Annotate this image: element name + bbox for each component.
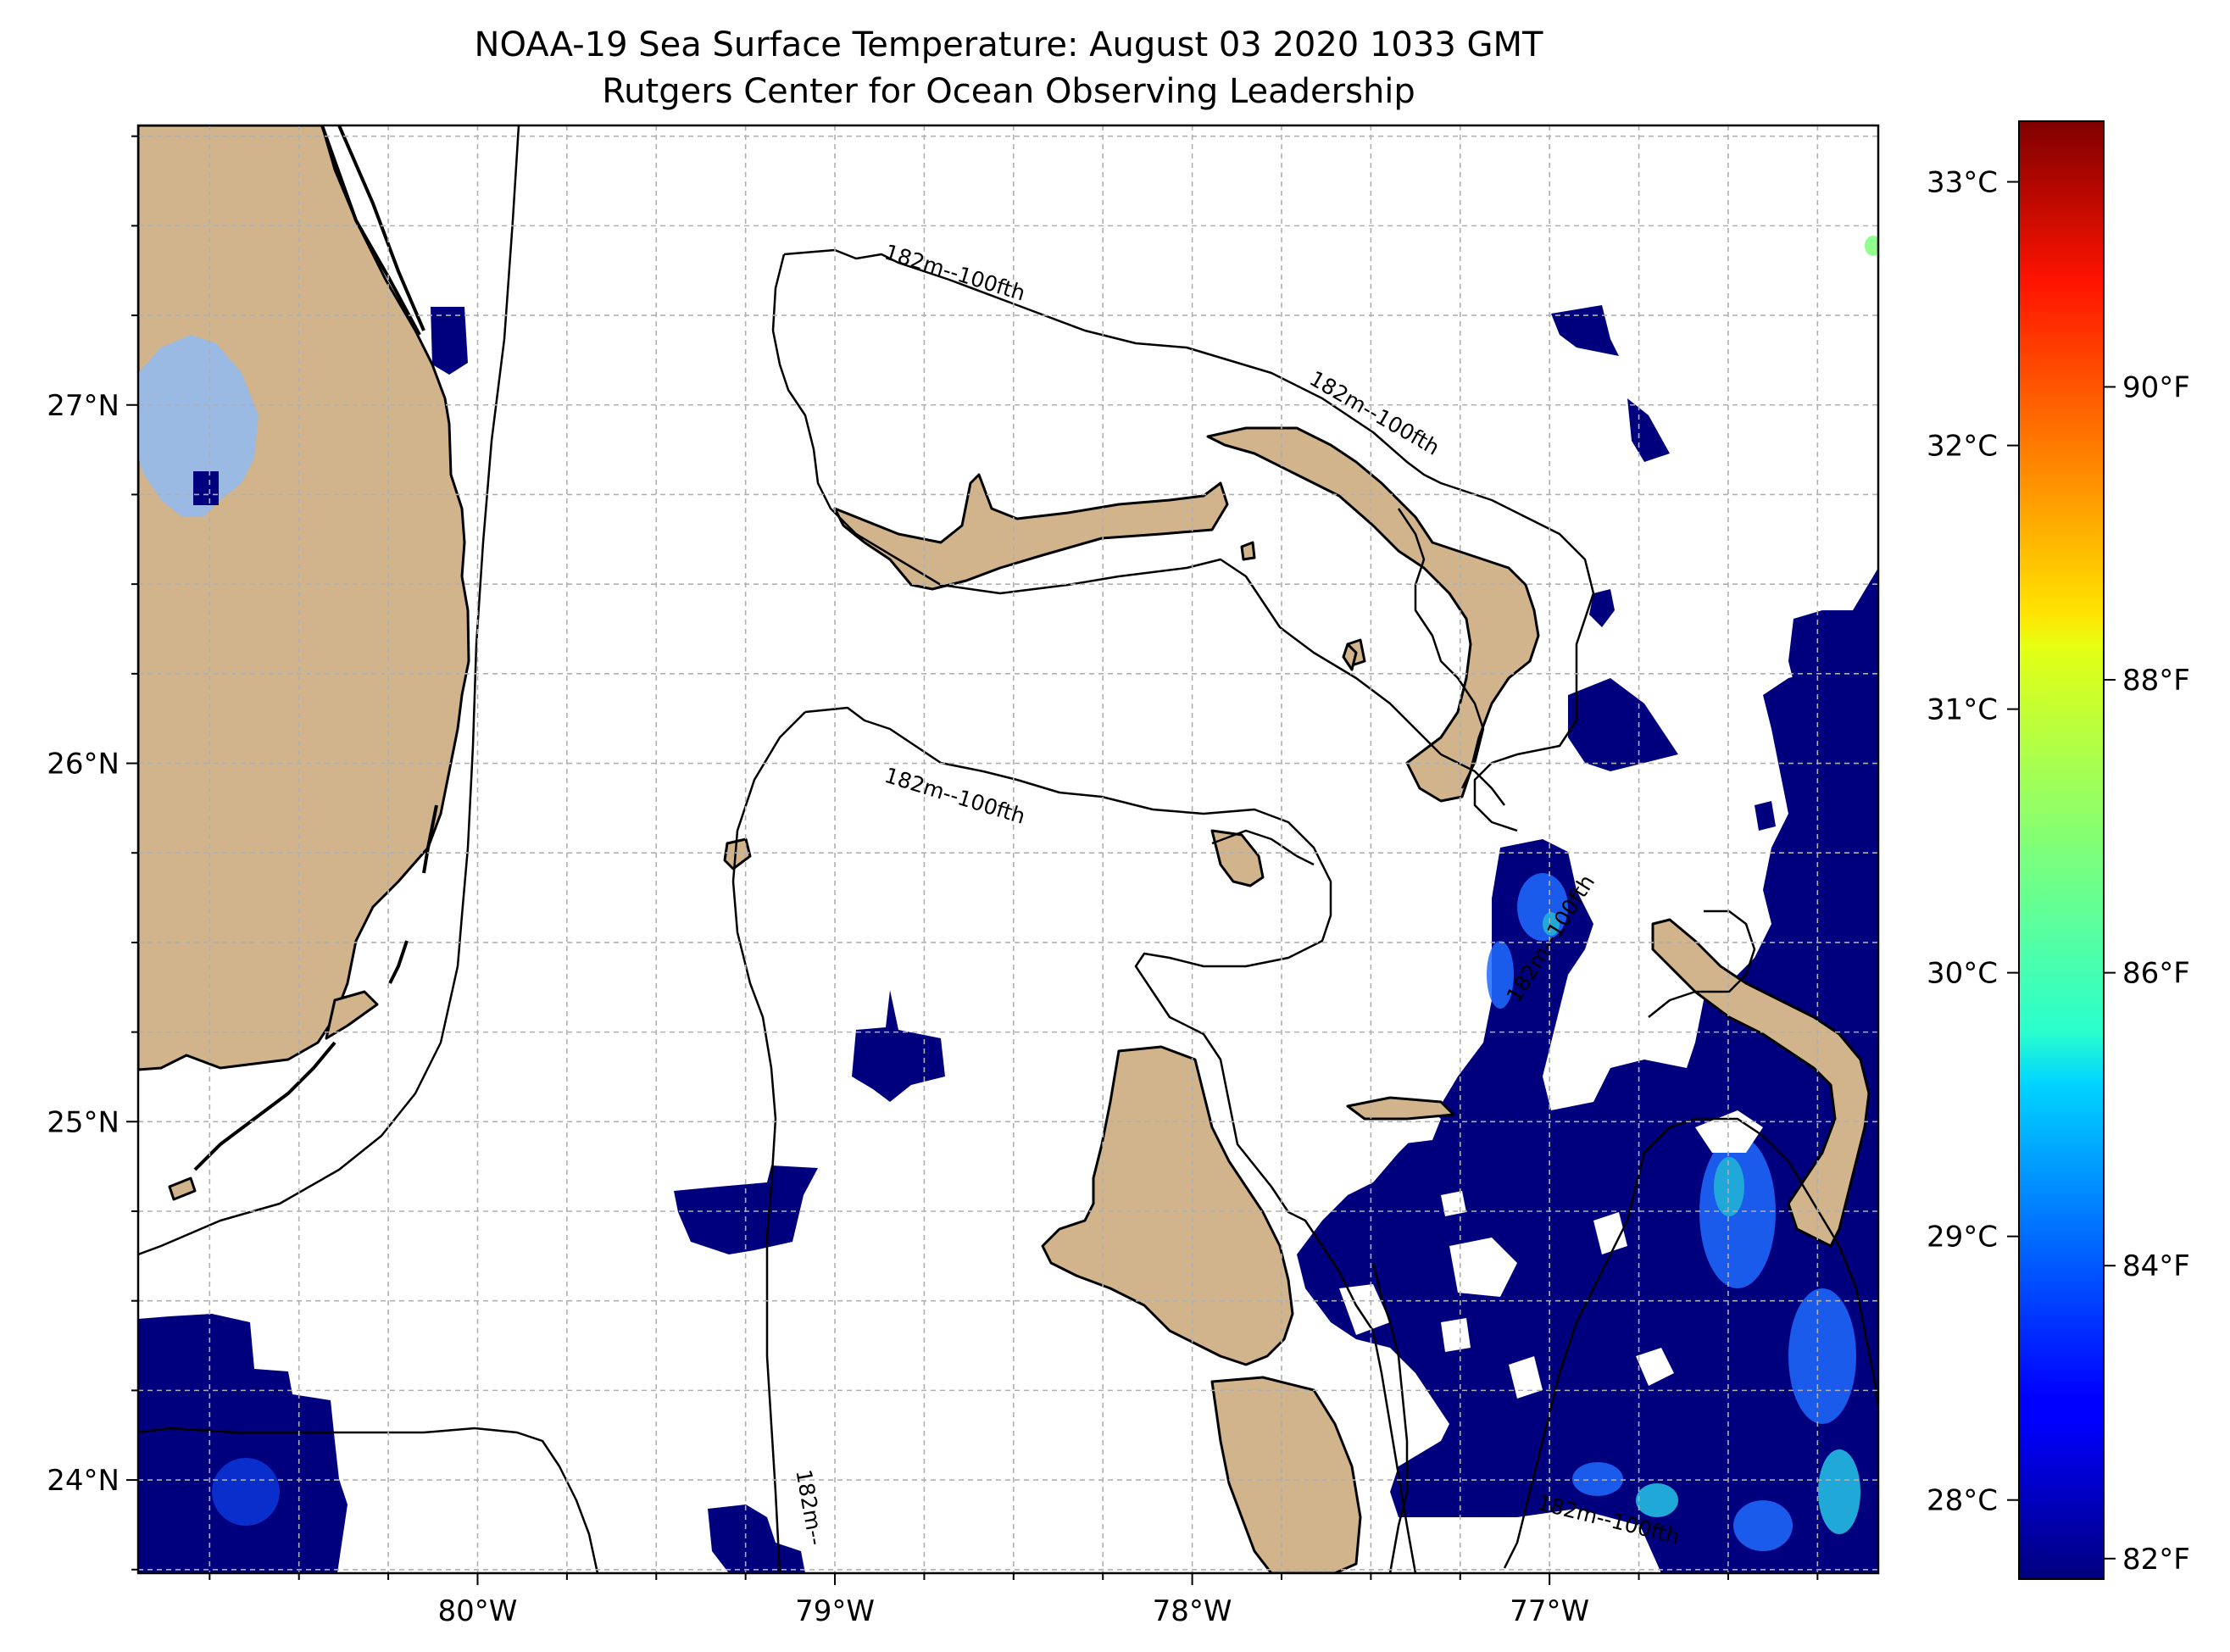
celsius-tick-label: 32°C — [1927, 430, 1998, 464]
lat-tick-label: 26°N — [47, 748, 120, 782]
depth-contour-layer — [138, 125, 1878, 1573]
contour-bank-south — [138, 1427, 599, 1573]
lon-tick-label: 77°W — [1510, 1594, 1589, 1628]
contour-abaco-inner — [1397, 508, 1485, 789]
sst-warm-speckle — [212, 236, 1878, 1551]
contour-bimini — [1211, 829, 1315, 866]
map-frame — [136, 124, 1880, 1575]
cay-3 — [1342, 642, 1358, 671]
lat-tick-label: 27°N — [47, 389, 120, 423]
contour-exuma-sound — [1648, 909, 1756, 1018]
contour-great-bank-west — [731, 711, 806, 1573]
contour-great-bahama-bank — [804, 706, 1417, 1573]
contour-south-tongue — [1371, 1262, 1409, 1573]
title-line-2: Rutgers Center for Ocean Observing Leade… — [602, 72, 1415, 111]
celsius-tick-label: 28°C — [1927, 1484, 1998, 1518]
fahrenheit-tick-label: 84°F — [2122, 1249, 2190, 1283]
florida-keys-2 — [168, 1176, 197, 1201]
contour-florida-shelf — [138, 125, 520, 1256]
map-axis-labels: 80°W 79°W 78°W 77°W 24°N 25°N 26°N 27°N — [47, 389, 1589, 1628]
celsius-tick-label: 29°C — [1927, 1221, 1998, 1254]
sst-patch-central-west — [852, 990, 945, 1102]
contour-little-bahama-bank — [783, 248, 1595, 832]
fahrenheit-tick-label: 82°F — [2122, 1543, 2190, 1577]
lat-tick-label: 24°N — [47, 1464, 120, 1498]
colorbar-labels: 28°C 29°C 30°C 31°C 32°C 33°C 82°F 84°F 86°F 88°F… — [1927, 166, 2190, 1577]
lake-sst-patch — [193, 471, 219, 505]
exuma-cays — [1651, 918, 1871, 1248]
lon-tick-label: 78°W — [1153, 1594, 1232, 1628]
contour-little-bahama-inner — [771, 253, 1505, 806]
sst-patch-south — [708, 1505, 805, 1573]
lon-tick-label: 80°W — [438, 1594, 518, 1628]
andros-south — [1210, 1376, 1362, 1573]
sst-patch-east-scatter-1 — [1589, 589, 1615, 627]
sst-patch-southwest — [138, 1314, 348, 1573]
fahrenheit-tick-label: 90°F — [2122, 370, 2190, 404]
colorbar-gradient — [2018, 120, 2105, 1580]
coastline-detail — [193, 125, 438, 1171]
sst-patch-east-upper — [1788, 593, 1878, 712]
sst-patch-florida-coast — [431, 307, 468, 375]
bimini-islands — [723, 837, 752, 870]
sst-patch-east-mid — [1568, 678, 1678, 771]
fahrenheit-tick-label: 86°F — [2122, 957, 2190, 991]
contour-tongue-east — [1503, 1117, 1878, 1569]
berry-islands — [1210, 829, 1265, 887]
map-panel[interactable]: 182m--100fth182m--100fth182m--100fth182m… — [47, 124, 1882, 1628]
sst-patch-north-east — [1551, 305, 1619, 356]
land-layer — [138, 125, 1871, 1573]
colorbar: 28°C 29°C 30°C 31°C 32°C 33°C 82°F 84°F 86°F 88°F… — [1927, 120, 2190, 1580]
map-axis-ticks — [126, 135, 1819, 1585]
lon-tick-label: 79°W — [795, 1594, 875, 1628]
grand-bahama — [833, 473, 1229, 591]
lake-okeechobee — [138, 335, 259, 517]
sst-patch-northeast-small — [1627, 398, 1670, 462]
celsius-tick-label: 33°C — [1927, 166, 1998, 200]
andros-island — [1041, 1045, 1294, 1366]
sst-data-layer — [138, 305, 1878, 1573]
new-providence — [1346, 1096, 1455, 1121]
colorbar-ticks — [2007, 181, 2116, 1560]
gridlines — [138, 125, 1878, 1573]
lat-tick-label: 25°N — [47, 1105, 120, 1139]
title-line-1: NOAA-19 Sea Surface Temperature: August … — [475, 25, 1543, 64]
sst-patch-east-main — [1297, 568, 1878, 1573]
celsius-tick-label: 30°C — [1927, 957, 1998, 991]
fahrenheit-tick-label: 88°F — [2122, 664, 2190, 698]
celsius-tick-label: 31°C — [1927, 693, 1998, 727]
sst-patch-east-scatter-2 — [1755, 801, 1776, 831]
abaco-islands — [1206, 426, 1540, 803]
cay-2 — [1240, 541, 1256, 561]
